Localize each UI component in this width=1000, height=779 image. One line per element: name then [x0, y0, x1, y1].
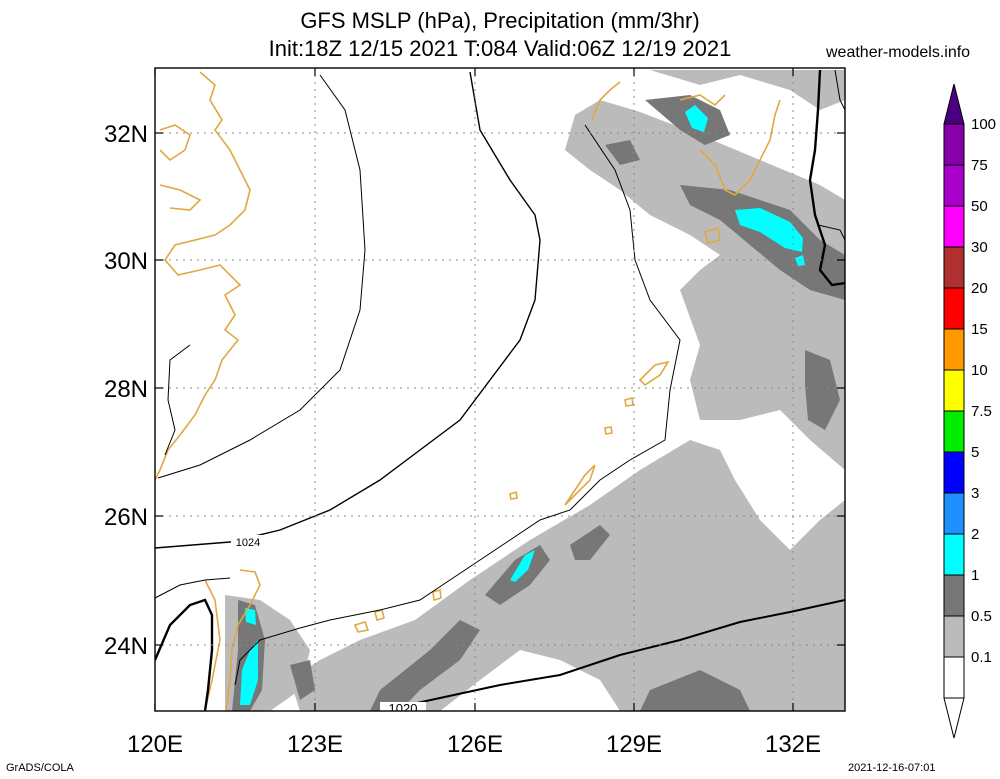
legend-swatch: [943, 246, 965, 289]
longitude-labels: 120E 123E 126E 129E 132E: [127, 731, 821, 758]
coastlines: [155, 71, 781, 711]
legend-arrow-bottom: [943, 697, 965, 739]
contour-label-1024: 1024: [231, 535, 265, 549]
lat-label: 24N: [104, 633, 148, 660]
legend-level-label: 30: [971, 239, 988, 256]
gridlines: [155, 68, 845, 711]
legend-swatch: [943, 328, 965, 371]
legend-level-label: 3: [971, 485, 979, 502]
legend-level-label: 0.5: [971, 608, 992, 625]
legend-swatch: [943, 410, 965, 453]
lon-label: 120E: [127, 731, 183, 758]
precip-dark-gray: [232, 95, 845, 711]
lat-label: 28N: [104, 376, 148, 403]
lon-label: 132E: [765, 731, 821, 758]
precip-light-gray: [225, 70, 845, 711]
chart-subtitle: Init:18Z 12/15 2021 T:084 Valid:06Z 12/1…: [268, 36, 732, 61]
legend-swatch: [943, 164, 965, 207]
precip-cyan: [240, 105, 805, 705]
timestamp-label: 2021-12-16-07:01: [848, 762, 936, 774]
legend-level-label: 75: [971, 157, 988, 174]
legend-swatch: [943, 451, 965, 494]
legend-arrow-top: [943, 83, 965, 125]
lon-label: 126E: [447, 731, 503, 758]
legend-swatch: [943, 615, 965, 658]
legend-level-label: 15: [971, 321, 988, 338]
legend-swatch: [943, 656, 965, 699]
legend-swatch: [943, 574, 965, 617]
legend-swatch: [943, 123, 965, 166]
lon-label: 129E: [606, 731, 662, 758]
legend-swatch: [943, 287, 965, 330]
isobars: 1024 1020: [155, 69, 845, 716]
software-credit: GrADS/COLA: [6, 762, 74, 774]
legend-swatch: [943, 369, 965, 412]
svg-text:1020: 1020: [389, 701, 418, 716]
legend-swatch: [943, 492, 965, 535]
contour-label-1020: 1020: [380, 701, 426, 716]
legend-swatch: [943, 533, 965, 576]
lat-label: 26N: [104, 504, 148, 531]
chart-title: GFS MSLP (hPa), Precipitation (mm/3hr): [300, 8, 700, 33]
legend-level-label: 0.1: [971, 649, 992, 666]
lon-label: 123E: [287, 731, 343, 758]
legend-level-label: 100: [971, 116, 996, 133]
legend-level-label: 5: [971, 444, 979, 461]
precip-legend: 100 75 50 30 20 15 10 7.5 5 3 2 1 0.5 0.1: [943, 83, 996, 739]
precip-shading: [225, 70, 845, 711]
axis-ticks: [154, 68, 845, 711]
map-frame: [154, 67, 846, 712]
source-label: weather-models.info: [826, 44, 971, 61]
legend-level-label: 10: [971, 362, 988, 379]
latitude-labels: 32N 30N 28N 26N 24N: [104, 121, 148, 660]
lat-label: 32N: [104, 121, 148, 148]
legend-level-label: 1: [971, 567, 979, 584]
legend-level-label: 2: [971, 526, 979, 543]
legend-level-label: 7.5: [971, 403, 992, 420]
legend-level-label: 50: [971, 198, 988, 215]
svg-text:1024: 1024: [236, 537, 260, 549]
lat-label: 30N: [104, 248, 148, 275]
legend-level-label: 20: [971, 280, 988, 297]
legend-swatch: [943, 205, 965, 248]
